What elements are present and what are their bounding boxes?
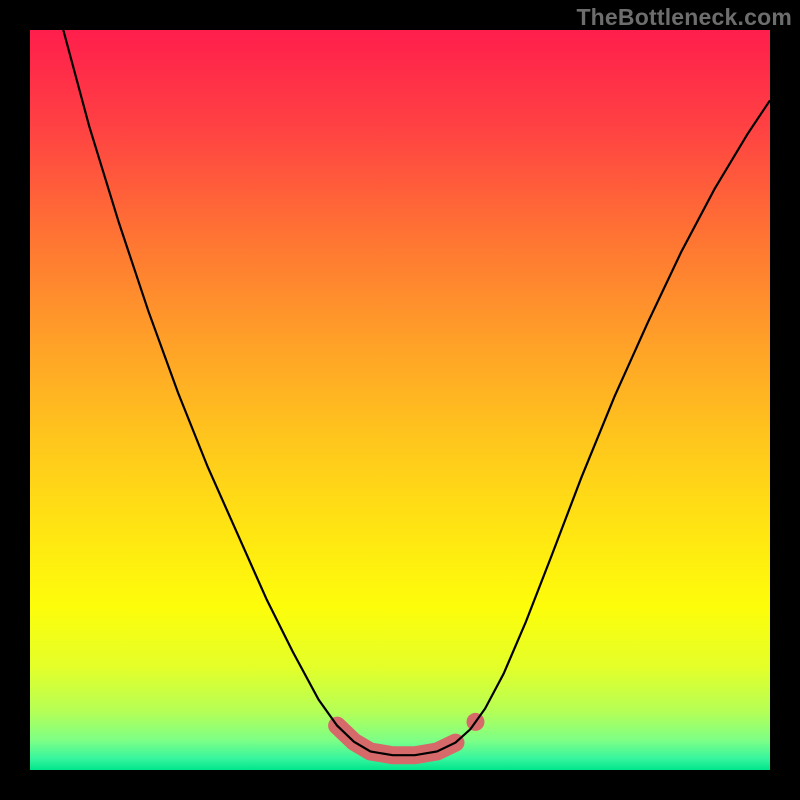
- plot-area: [30, 30, 770, 770]
- watermark-text: TheBottleneck.com: [576, 4, 792, 31]
- plot-svg: [30, 30, 770, 770]
- gradient-background: [30, 30, 770, 770]
- chart-frame: TheBottleneck.com: [0, 0, 800, 800]
